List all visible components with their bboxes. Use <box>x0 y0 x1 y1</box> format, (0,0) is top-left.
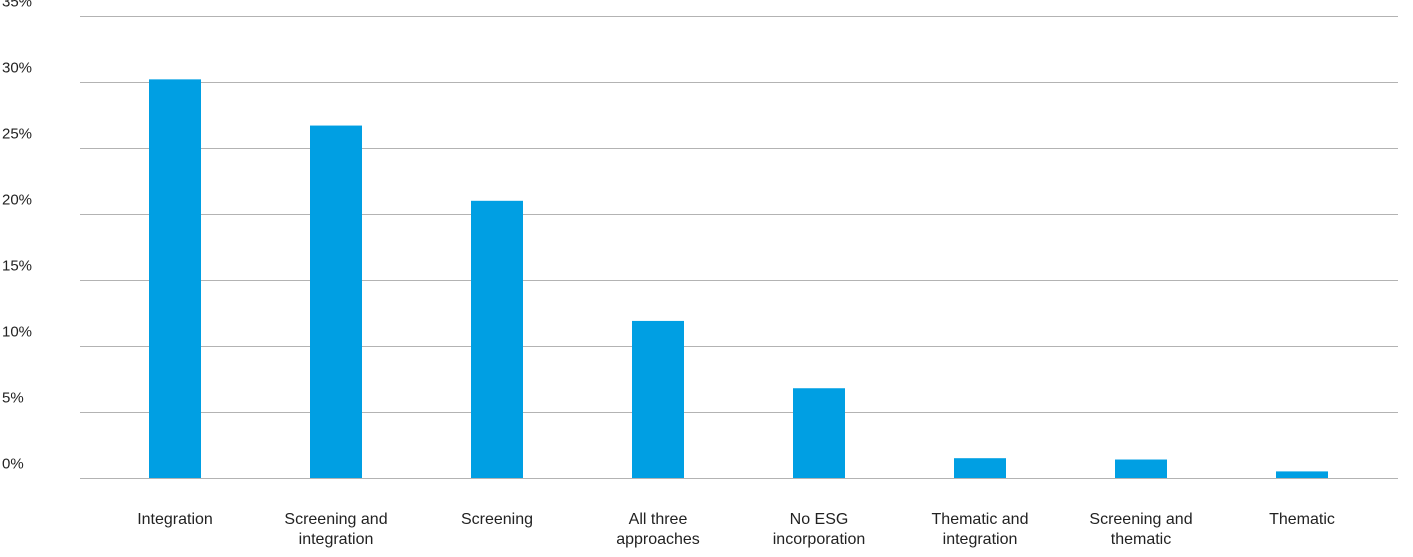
bars <box>149 79 1328 479</box>
x-tick-label-line: approaches <box>616 531 700 548</box>
y-tick-label: 25% <box>2 126 32 143</box>
x-tick-label-line: All three <box>629 511 688 528</box>
x-tick-label: Thematic <box>1269 511 1335 528</box>
x-tick-label-line: No ESG <box>790 511 849 528</box>
y-tick-label: 5% <box>2 390 24 407</box>
y-tick-label: 35% <box>2 0 32 11</box>
bar <box>1115 459 1167 478</box>
bar <box>793 388 845 478</box>
x-tick-label-line: Thematic <box>1269 511 1335 528</box>
x-tick-label-line: Screening and <box>284 511 387 528</box>
x-tick-label-line: incorporation <box>773 531 866 548</box>
x-tick-label-line: Screening <box>461 511 533 528</box>
y-tick-label: 20% <box>2 192 32 209</box>
x-tick-label-line: Screening and <box>1089 511 1192 528</box>
bar <box>1276 471 1328 478</box>
x-tick-label: All three approaches <box>616 511 700 548</box>
y-tick-label: 0% <box>2 456 24 473</box>
x-tick-label-line: Integration <box>137 511 213 528</box>
bar <box>310 125 362 478</box>
x-tick-label-line: integration <box>943 531 1018 548</box>
x-tick-label-line: Thematic and <box>932 511 1029 528</box>
x-tick-label: Screening <box>461 511 533 528</box>
gridlines <box>80 16 1398 479</box>
x-tick-label-line: integration <box>299 531 374 548</box>
bar <box>471 200 523 479</box>
y-axis-ticks: 0% 5% 10% 15% 20% 25% 30% 35% <box>2 0 32 473</box>
x-tick-label-line: thematic <box>1111 531 1171 548</box>
x-tick-label: Thematic and integration <box>932 511 1029 548</box>
x-tick-label: Screening and integration <box>284 511 387 548</box>
y-tick-label: 10% <box>2 324 32 341</box>
x-tick-label: No ESG incorporation <box>773 511 866 548</box>
x-axis-ticks: Integration Screening and integrationScree… <box>137 511 1335 548</box>
y-tick-label: 30% <box>2 60 32 77</box>
bar <box>149 79 201 479</box>
x-tick-label: Integration <box>137 511 213 528</box>
x-tick-label: Screening and thematic <box>1089 511 1192 548</box>
bar <box>632 320 684 478</box>
bar <box>954 458 1006 478</box>
y-tick-label: 15% <box>2 258 32 275</box>
